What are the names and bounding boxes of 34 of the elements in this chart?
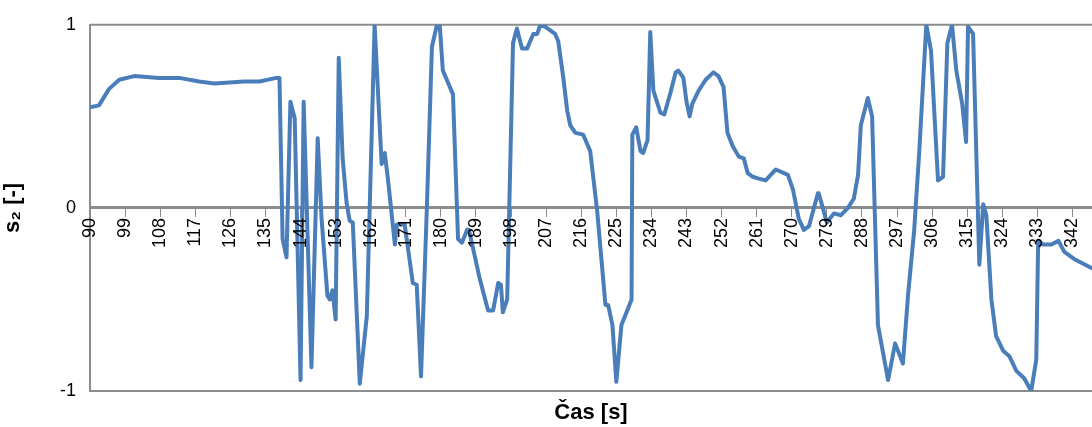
x-tick-label: 297 bbox=[886, 217, 907, 248]
x-tick-label: 216 bbox=[570, 217, 591, 248]
x-tick-label: 342 bbox=[1061, 217, 1082, 248]
x-tick-label: 324 bbox=[991, 217, 1012, 248]
x-tick-label: 207 bbox=[535, 217, 556, 248]
x-tick-label: 243 bbox=[675, 217, 696, 248]
y-tick-label: 0 bbox=[65, 196, 76, 217]
x-tick-label: 333 bbox=[1026, 217, 1047, 248]
y-tick-label: -1 bbox=[59, 379, 76, 400]
y-axis-title: s₂ [-] bbox=[0, 182, 25, 233]
x-tick-label: 252 bbox=[710, 217, 731, 248]
x-tick-label: 135 bbox=[254, 217, 275, 248]
x-axis-title: Čas [s] bbox=[554, 399, 628, 425]
x-tick-label: 108 bbox=[149, 217, 170, 248]
x-tick-label: 99 bbox=[114, 217, 135, 238]
x-tick-label: 261 bbox=[745, 217, 766, 248]
x-tick-label: 234 bbox=[640, 217, 661, 248]
x-tick-label: 270 bbox=[780, 217, 801, 248]
x-tick-label: 153 bbox=[324, 217, 345, 248]
x-tick-label: 117 bbox=[184, 217, 205, 247]
x-tick-label: 279 bbox=[815, 217, 836, 248]
x-tick-label: 198 bbox=[500, 217, 521, 248]
x-tick-label: 90 bbox=[78, 217, 99, 238]
x-tick-label: 162 bbox=[359, 217, 380, 248]
x-tick-label: 225 bbox=[605, 217, 626, 248]
y-tick-label: 1 bbox=[65, 13, 76, 34]
x-tick-label: 315 bbox=[956, 217, 977, 248]
x-tick-label: 171 bbox=[394, 217, 415, 248]
x-tick-label: 144 bbox=[289, 217, 310, 248]
x-tick-label: 126 bbox=[219, 217, 240, 248]
x-tick-label: 306 bbox=[921, 217, 942, 248]
x-tick-label: 189 bbox=[464, 217, 485, 248]
x-tick-label: 180 bbox=[429, 217, 450, 248]
x-tick-label: 288 bbox=[850, 217, 871, 248]
